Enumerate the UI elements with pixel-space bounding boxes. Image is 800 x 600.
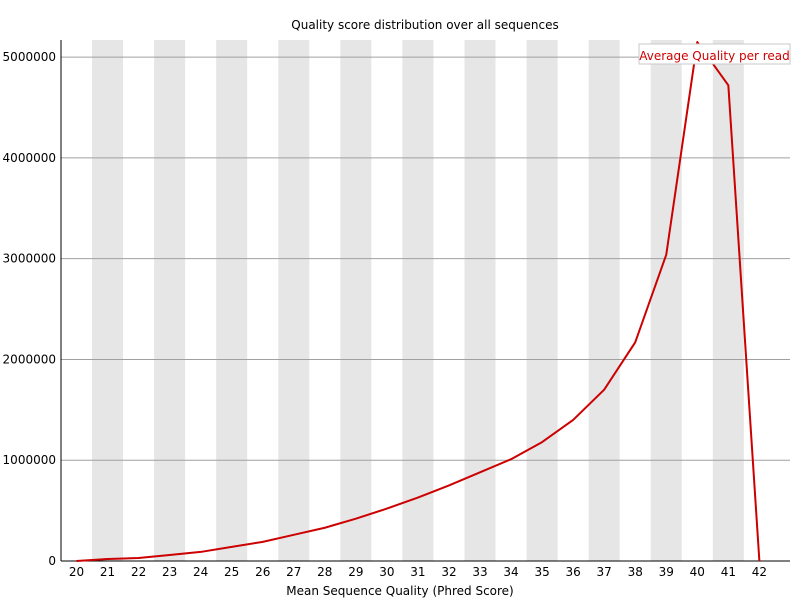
x-tick-label-37: 37 bbox=[597, 565, 612, 579]
x-tick-label-25: 25 bbox=[224, 565, 239, 579]
y-tick-label-0: 0 bbox=[48, 554, 56, 568]
y-tick-labels: 0 1000000 2000000 3000000 4000000 5000000 bbox=[3, 50, 56, 568]
y-tick-label-3000000: 3000000 bbox=[3, 252, 56, 266]
x-tick-label-23: 23 bbox=[162, 565, 177, 579]
band-29 bbox=[340, 40, 372, 561]
x-tick-label-27: 27 bbox=[286, 565, 301, 579]
series-line-0 bbox=[76, 41, 761, 562]
x-tick-label-42: 42 bbox=[752, 565, 767, 579]
chart-title: Quality score distribution over all sequ… bbox=[291, 18, 558, 32]
x-tick-label-41: 41 bbox=[721, 565, 736, 579]
x-tick-label-30: 30 bbox=[379, 565, 394, 579]
alternating-bands bbox=[92, 40, 744, 561]
x-tick-label-32: 32 bbox=[441, 565, 456, 579]
band-23 bbox=[154, 40, 186, 561]
x-tick-label-38: 38 bbox=[628, 565, 643, 579]
x-tick-label-24: 24 bbox=[193, 565, 208, 579]
legend-box bbox=[638, 43, 791, 65]
band-25 bbox=[216, 40, 248, 561]
x-tick-label-29: 29 bbox=[348, 565, 363, 579]
band-33 bbox=[464, 40, 496, 561]
x-tick-label-26: 26 bbox=[255, 565, 270, 579]
x-tick-label-28: 28 bbox=[317, 565, 332, 579]
x-tick-label-31: 31 bbox=[410, 565, 425, 579]
band-21 bbox=[92, 40, 124, 561]
x-tick-label-36: 36 bbox=[565, 565, 580, 579]
grid-lines bbox=[61, 56, 790, 461]
legend-entry: Average Quality per read bbox=[639, 49, 790, 63]
x-tick-label-34: 34 bbox=[503, 565, 518, 579]
x-tick-labels: 20 21 22 23 24 25 26 27 28 29 30 31 32 33 34 35 36 37 38 39… bbox=[69, 565, 767, 579]
x-tick-label-39: 39 bbox=[659, 565, 674, 579]
series-lines bbox=[76, 41, 761, 562]
y-tick-label-5000000: 5000000 bbox=[3, 50, 56, 64]
x-tick-label-35: 35 bbox=[534, 565, 549, 579]
y-tick-label-2000000: 2000000 bbox=[3, 352, 56, 366]
band-35 bbox=[526, 40, 558, 561]
band-41 bbox=[712, 40, 744, 561]
y-tick-label-4000000: 4000000 bbox=[3, 151, 56, 165]
x-tick-label-33: 33 bbox=[472, 565, 487, 579]
x-tick-label-40: 40 bbox=[690, 565, 705, 579]
band-27 bbox=[278, 40, 310, 561]
band-37 bbox=[588, 40, 620, 561]
axes bbox=[60, 40, 790, 562]
x-tick-label-21: 21 bbox=[100, 565, 115, 579]
x-tick-label-20: 20 bbox=[69, 565, 84, 579]
x-tick-label-22: 22 bbox=[131, 565, 146, 579]
x-axis-label: Mean Sequence Quality (Phred Score) bbox=[286, 584, 514, 598]
band-31 bbox=[402, 40, 434, 561]
y-tick-label-1000000: 1000000 bbox=[3, 453, 56, 467]
legend: Average Quality per read bbox=[638, 43, 791, 65]
band-39 bbox=[650, 40, 682, 561]
